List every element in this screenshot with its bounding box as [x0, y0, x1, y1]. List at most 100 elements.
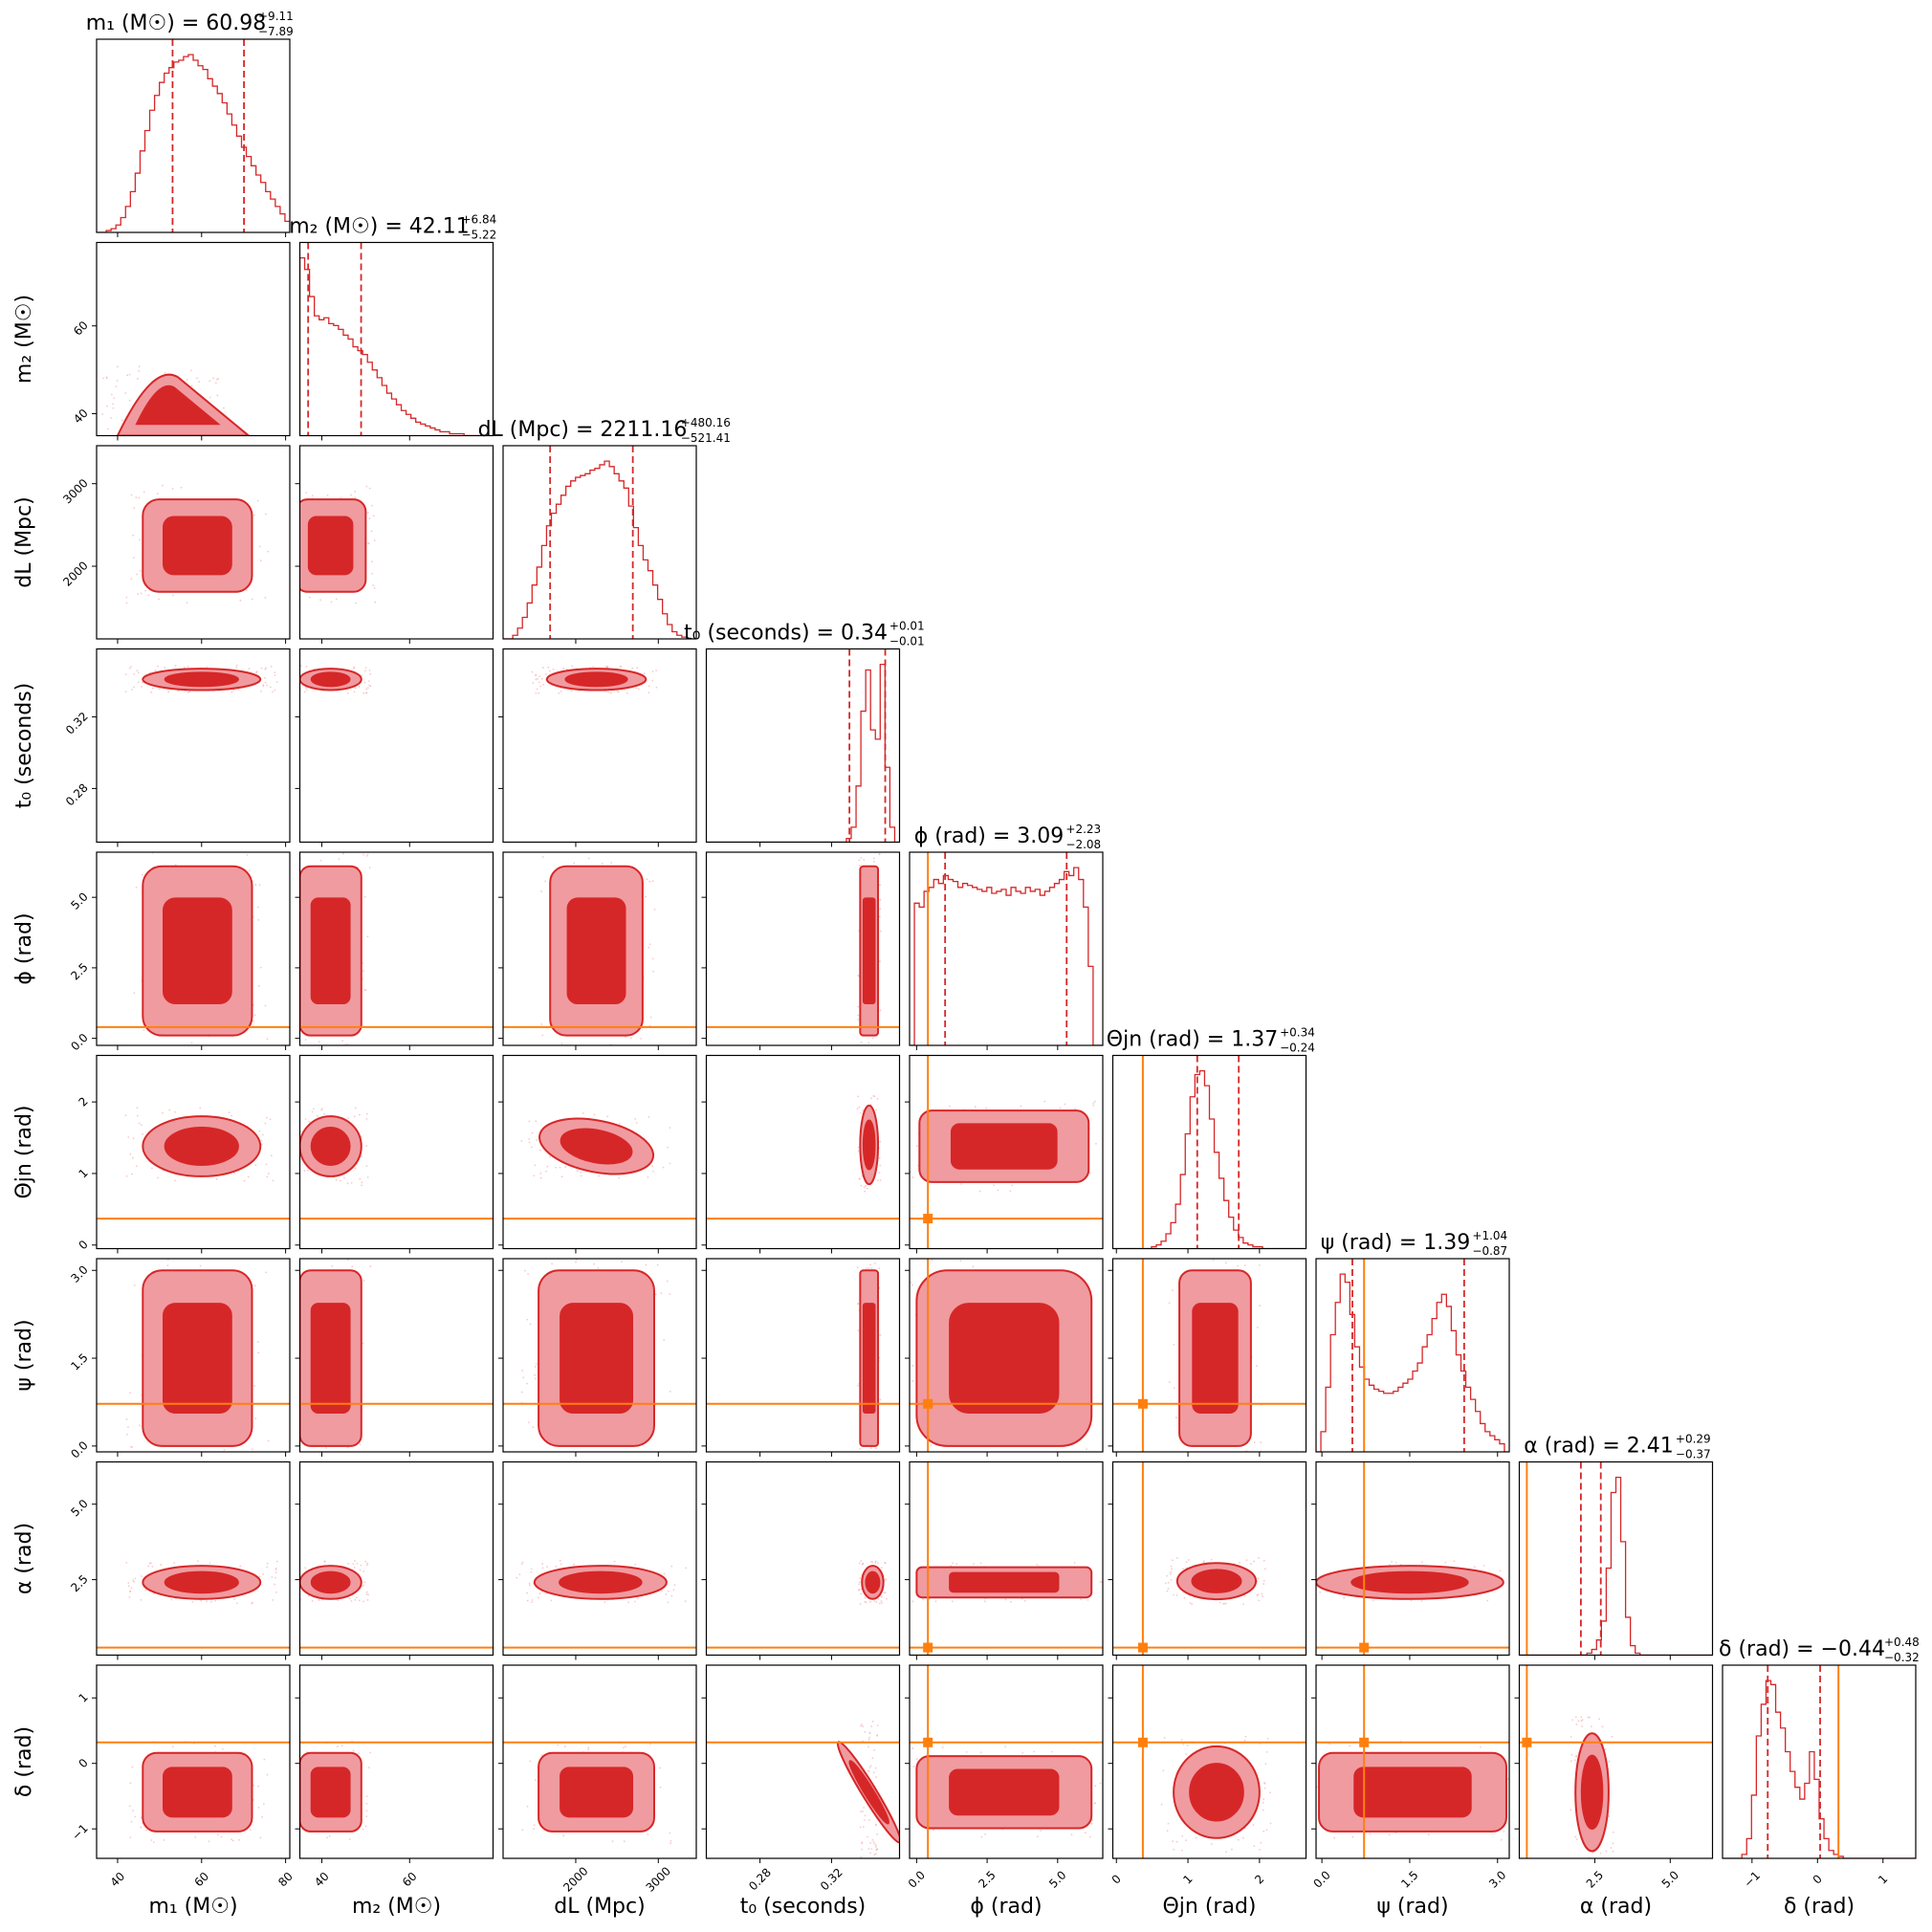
- sample-point: [859, 1058, 861, 1060]
- sample-point: [261, 1133, 264, 1136]
- sample-point: [1184, 1454, 1186, 1456]
- x-axis-label-psi: ψ (rad): [1376, 1895, 1448, 1919]
- sample-point: [876, 1098, 879, 1100]
- sample-point: [858, 1583, 861, 1586]
- sample-point: [187, 666, 189, 668]
- sample-point: [1292, 1601, 1294, 1603]
- sample-point: [261, 1816, 263, 1818]
- contour-inner: [1580, 1754, 1604, 1831]
- sample-point: [559, 1166, 561, 1169]
- sample-point: [238, 1838, 240, 1841]
- sample-point: [297, 1394, 299, 1395]
- sample-point: [1571, 1719, 1574, 1722]
- panel-frame: [1518, 1664, 1714, 1859]
- sample-point: [341, 1040, 344, 1043]
- sample-point: [259, 966, 262, 969]
- sample-point: [154, 670, 157, 671]
- sample-point: [1182, 1568, 1184, 1570]
- sample-point: [1293, 1570, 1295, 1571]
- sample-point: [1223, 1602, 1225, 1605]
- sample-point: [352, 1749, 355, 1752]
- contour-inner: [1353, 1767, 1472, 1818]
- sample-point: [1218, 1601, 1221, 1604]
- sample-point: [132, 1579, 135, 1582]
- sample-point: [530, 1249, 532, 1251]
- sample-point: [156, 493, 159, 495]
- sample-point: [560, 690, 562, 692]
- sample-point: [348, 1597, 351, 1600]
- y-tick-label-m2: 60: [71, 318, 91, 339]
- sample-point: [1314, 1794, 1316, 1796]
- sample-point: [636, 667, 639, 670]
- sample-point: [878, 1470, 880, 1472]
- sample-point: [113, 397, 116, 400]
- sample-point: [132, 1137, 135, 1140]
- panel-psi-theta: [1108, 1243, 1307, 1457]
- sample-point: [593, 1262, 596, 1265]
- sample-point: [1287, 1582, 1289, 1584]
- sample-point: [295, 1123, 296, 1125]
- truth-marker: [923, 1398, 933, 1409]
- sample-point: [879, 1244, 881, 1246]
- sample-point: [340, 1745, 343, 1747]
- sample-point: [1225, 1851, 1228, 1854]
- sample-point: [1262, 1798, 1265, 1801]
- sample-point: [1259, 1243, 1261, 1245]
- contour-inner: [862, 1119, 876, 1171]
- panel-phi-m2: [295, 851, 494, 1050]
- panel-frame: [502, 1258, 697, 1453]
- sample-point: [140, 1826, 143, 1829]
- sample-point: [1064, 1103, 1066, 1106]
- sample-point: [287, 512, 289, 514]
- sample-point: [862, 1725, 865, 1728]
- sample-point: [1482, 1564, 1485, 1567]
- sample-point: [148, 1562, 151, 1565]
- sample-point: [874, 1853, 877, 1855]
- panel-frame: [502, 1664, 697, 1859]
- sample-point: [308, 1121, 311, 1123]
- sample-point: [1595, 1864, 1597, 1866]
- sample-point: [876, 1724, 879, 1726]
- sample-point: [1513, 1592, 1515, 1594]
- y-tick-label-alpha: 5.0: [68, 1497, 90, 1519]
- sample-point: [365, 1815, 368, 1817]
- sample-point: [369, 1751, 372, 1754]
- sample-point: [980, 1835, 983, 1838]
- sample-point: [150, 1839, 153, 1841]
- sample-point: [900, 1359, 902, 1361]
- sample-point: [1612, 1850, 1614, 1853]
- sample-point: [530, 1570, 533, 1573]
- sample-point: [648, 1743, 651, 1745]
- panel-delta-m2: 40 60: [295, 1664, 494, 1889]
- contour-inner: [164, 671, 239, 688]
- sample-point: [885, 1578, 888, 1581]
- sample-point: [317, 1114, 318, 1117]
- sample-point: [1237, 1838, 1240, 1841]
- sample-point: [533, 1824, 536, 1827]
- sample-point: [985, 1466, 987, 1468]
- sample-point: [143, 1029, 145, 1031]
- sample-point: [253, 1385, 255, 1387]
- x-tick-label-theta: 1: [1180, 1872, 1195, 1886]
- sample-point: [213, 1745, 216, 1747]
- contour-inner: [950, 1123, 1058, 1170]
- sample-point: [530, 1146, 533, 1149]
- title-err-plus-t0: +0.01: [889, 620, 925, 633]
- x-tick-label-m1: 80: [275, 1870, 296, 1890]
- sample-point: [578, 1057, 580, 1059]
- sample-point: [270, 665, 273, 668]
- sample-point: [274, 689, 276, 692]
- sample-point: [541, 667, 544, 669]
- sample-point: [621, 1261, 624, 1262]
- sample-point: [186, 602, 188, 604]
- sample-point: [951, 1600, 954, 1603]
- sample-point: [259, 1836, 262, 1839]
- sample-point: [106, 377, 108, 380]
- y-tick-label-t0: 0.28: [63, 781, 91, 809]
- sample-point: [171, 1745, 174, 1748]
- sample-point: [531, 1131, 534, 1134]
- sample-point: [354, 491, 357, 493]
- sample-point: [911, 1747, 914, 1749]
- sample-point: [669, 1832, 671, 1834]
